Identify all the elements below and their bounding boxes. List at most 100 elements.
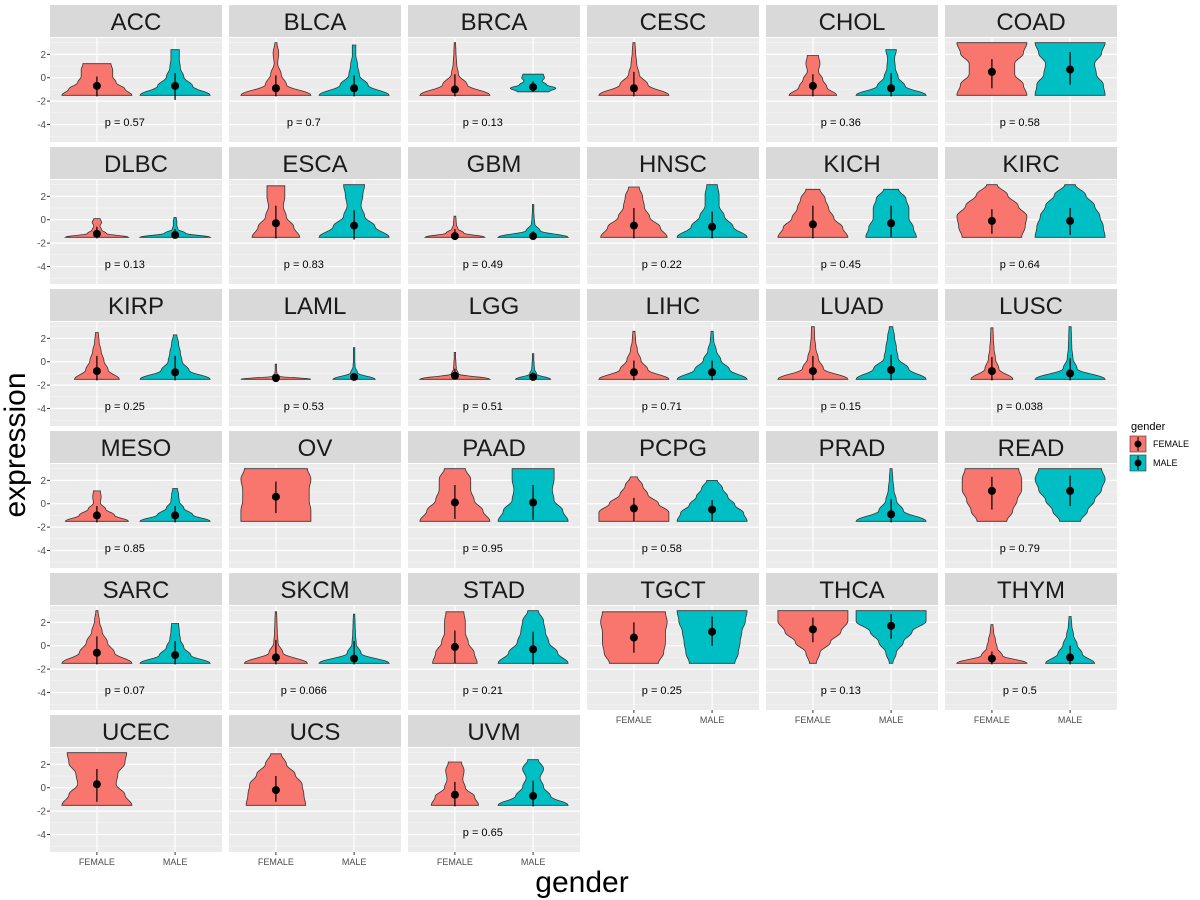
- p-value-label: p = 0.58: [642, 543, 682, 555]
- violin-female: [956, 624, 1028, 664]
- facet-strip-label: ESCA: [282, 151, 347, 178]
- summary-point: [92, 81, 101, 90]
- summary-point: [529, 83, 538, 92]
- facet-panel-kirp: KIRP 2 0 -2 -4 p = 0.25: [37, 289, 222, 426]
- y-tick-label: 2: [40, 50, 46, 61]
- facet-panel-chol: CHOL p = 0.36: [766, 5, 938, 142]
- x-axis-title: gender: [535, 866, 628, 899]
- summary-point: [450, 371, 459, 380]
- summary-point: [271, 492, 280, 501]
- summary-point: [350, 372, 359, 381]
- summary-point: [887, 621, 896, 630]
- summary-point: [887, 84, 896, 93]
- x-tick-label: FEMALE: [795, 715, 831, 725]
- summary-point: [808, 367, 817, 376]
- summary-point: [350, 84, 359, 93]
- facet-strip-label: LGG: [469, 293, 520, 320]
- x-tick-label: MALE: [879, 715, 904, 725]
- facet-strip: [945, 147, 1117, 179]
- summary-point: [987, 367, 996, 376]
- x-tick-label: FEMALE: [79, 857, 115, 867]
- facet-strip: [229, 715, 401, 747]
- x-tick-label: FEMALE: [974, 715, 1010, 725]
- facet-strip: [408, 5, 580, 37]
- facet-strip: [587, 147, 759, 179]
- facet-panel-uvm: UVM FEMALE MALE p = 0.65: [408, 715, 580, 867]
- violin-female: [598, 330, 670, 380]
- facet-panel-coad: COAD p = 0.58: [945, 5, 1117, 142]
- facet-strip-label: SARC: [103, 577, 170, 604]
- summary-point: [171, 651, 180, 660]
- facet-panel-esca: ESCA p = 0.83: [229, 147, 401, 284]
- p-value-label: p = 0.51: [463, 401, 503, 413]
- y-tick-label: -2: [37, 239, 46, 250]
- p-value-label: p = 0.25: [642, 685, 682, 697]
- summary-point: [92, 229, 101, 238]
- p-value-label: p = 0.79: [1000, 543, 1040, 555]
- y-tick-label: -2: [37, 807, 46, 818]
- y-tick-label: 0: [40, 357, 46, 368]
- facet-strip: [766, 289, 938, 321]
- violin-male: [318, 613, 390, 664]
- facet-strip-label: LAML: [284, 293, 347, 320]
- p-value-label: p = 0.13: [105, 259, 145, 271]
- facet-panel-ucec: UCEC 2 0 -2 -4 FEMALE MALE: [37, 715, 222, 867]
- facet-panel-gbm: GBM p = 0.49: [408, 147, 580, 284]
- summary-point: [450, 790, 459, 799]
- violin-female: [240, 363, 312, 380]
- facet-strip-label: BRCA: [461, 9, 528, 36]
- facet-panel-sarc: SARC 2 0 -2 -4 p = 0.07: [37, 573, 222, 710]
- facet-strip-label: DLBC: [104, 151, 168, 178]
- facet-strip-label: HNSC: [639, 151, 707, 178]
- summary-point: [629, 504, 638, 513]
- facet-strip-label: GBM: [467, 151, 522, 178]
- violin-male: [496, 204, 570, 238]
- p-value-label: p = 0.83: [284, 259, 324, 271]
- y-tick-label: -4: [37, 546, 46, 557]
- violin-female: [240, 42, 312, 96]
- violin-male: [138, 217, 212, 238]
- facet-strip: [229, 431, 401, 463]
- y-tick-label: -4: [37, 404, 46, 415]
- y-tick-label: 2: [40, 618, 46, 629]
- violin-male: [855, 49, 927, 96]
- violin-male: [676, 330, 748, 380]
- violin-female: [424, 215, 486, 238]
- summary-point: [887, 365, 896, 374]
- facet-panel-tgct: TGCT FEMALE MALE p = 0.25: [587, 573, 759, 725]
- facet-strip: [408, 573, 580, 605]
- facet-strip: [766, 431, 938, 463]
- summary-point: [171, 368, 180, 377]
- facet-panel-dlbc: DLBC 2 0 -2 -4 p = 0.13: [37, 147, 222, 284]
- facet-strip-label: PCPG: [639, 435, 707, 462]
- violin-female: [777, 326, 849, 380]
- summary-point: [1066, 369, 1075, 378]
- facet-panel-hnsc: HNSC p = 0.22: [587, 147, 759, 284]
- legend-label-female: FEMALE: [1153, 439, 1189, 449]
- legend-key-point: [1134, 440, 1142, 448]
- x-tick-label: FEMALE: [616, 715, 652, 725]
- violin-male: [855, 468, 927, 522]
- violin-female: [598, 42, 670, 96]
- p-value-label: p = 0.5: [1003, 685, 1037, 697]
- summary-point: [350, 654, 359, 663]
- summary-point: [529, 232, 538, 241]
- facet-panel-thca: THCA FEMALE MALE p = 0.13: [766, 573, 938, 725]
- summary-point: [271, 786, 280, 795]
- facet-panel-paad: PAAD p = 0.95: [408, 431, 580, 568]
- y-tick-label: 0: [40, 641, 46, 652]
- p-value-label: p = 0.21: [463, 685, 503, 697]
- facet-strip-label: STAD: [463, 577, 525, 604]
- summary-point: [1066, 486, 1075, 495]
- summary-point: [629, 633, 638, 642]
- summary-point: [171, 230, 180, 239]
- facet-strip-label: PRAD: [819, 435, 886, 462]
- summary-point: [1066, 65, 1075, 74]
- facet-panel-thym: THYM FEMALE MALE p = 0.5: [945, 573, 1117, 725]
- facet-panel-brca: BRCA p = 0.13: [408, 5, 580, 142]
- p-value-label: p = 0.58: [1000, 117, 1040, 129]
- facet-strip: [229, 573, 401, 605]
- facet-strip-label: OV: [298, 435, 333, 462]
- y-tick-label: -4: [37, 830, 46, 841]
- p-value-label: p = 0.13: [463, 117, 503, 129]
